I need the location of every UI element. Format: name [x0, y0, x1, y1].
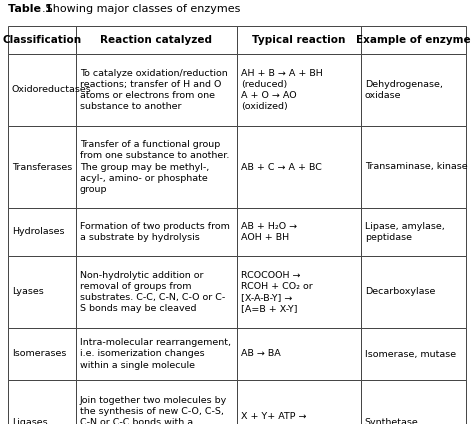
Text: RCOCOOH →
RCOH + CO₂ or
[X-A-B-Y] →
[A=B + X-Y]: RCOCOOH → RCOH + CO₂ or [X-A-B-Y] → [A=B…	[241, 271, 313, 313]
Text: Reaction catalyzed: Reaction catalyzed	[100, 35, 212, 45]
Bar	[76, 380, 237, 424]
Bar	[361, 54, 466, 126]
Bar	[8, 380, 76, 424]
Bar	[76, 256, 237, 328]
Bar	[8, 126, 76, 208]
Text: AB → BA: AB → BA	[241, 349, 281, 359]
Text: Hydrolases: Hydrolases	[12, 228, 64, 237]
Text: X + Y+ ATP →
XY + ADP + Pi: X + Y+ ATP → XY + ADP + Pi	[241, 413, 309, 424]
Text: Decarboxylase: Decarboxylase	[365, 287, 435, 296]
Bar	[8, 328, 76, 380]
Text: AB + H₂O →
AOH + BH: AB + H₂O → AOH + BH	[241, 222, 297, 242]
Text: Table 1: Table 1	[8, 4, 53, 14]
Text: Synthetase: Synthetase	[365, 418, 419, 424]
Bar	[361, 208, 466, 256]
Text: Intra-molecular rearrangement,
i.e. isomerization changes
within a single molecu: Intra-molecular rearrangement, i.e. isom…	[80, 338, 231, 370]
Text: Typical reaction: Typical reaction	[252, 35, 346, 45]
Text: Example of enzyme: Example of enzyme	[356, 35, 471, 45]
Bar	[237, 380, 361, 424]
Text: Dehydrogenase,
oxidase: Dehydrogenase, oxidase	[365, 80, 443, 100]
Bar	[8, 54, 76, 126]
Text: .Showing major classes of enzymes: .Showing major classes of enzymes	[42, 4, 241, 14]
Text: Lipase, amylase,
peptidase: Lipase, amylase, peptidase	[365, 222, 445, 242]
Text: AB + C → A + BC: AB + C → A + BC	[241, 162, 322, 171]
Text: Join together two molecules by
the synthesis of new C-O, C-S,
C-N or C-C bonds w: Join together two molecules by the synth…	[80, 396, 227, 424]
Bar	[237, 126, 361, 208]
Text: To catalyze oxidation/reduction
reactions; transfer of H and O
atoms or electron: To catalyze oxidation/reduction reaction…	[80, 69, 228, 111]
Text: Isomerases: Isomerases	[12, 349, 66, 359]
Text: Transaminase, kinase: Transaminase, kinase	[365, 162, 467, 171]
Text: Ligases: Ligases	[12, 418, 47, 424]
Text: Transferases: Transferases	[12, 162, 72, 171]
Bar	[361, 26, 466, 54]
Bar	[237, 328, 361, 380]
Text: Non-hydrolytic addition or
removal of groups from
substrates. C-C, C-N, C-O or C: Non-hydrolytic addition or removal of gr…	[80, 271, 225, 313]
Bar	[76, 26, 237, 54]
Bar	[361, 126, 466, 208]
Text: Transfer of a functional group
from one substance to another.
The group may be m: Transfer of a functional group from one …	[80, 140, 229, 194]
Text: Isomerase, mutase: Isomerase, mutase	[365, 349, 456, 359]
Bar	[237, 54, 361, 126]
Bar	[361, 380, 466, 424]
Bar	[8, 256, 76, 328]
Bar	[76, 126, 237, 208]
Text: Oxidoreductases: Oxidoreductases	[12, 86, 92, 95]
Text: Classification: Classification	[2, 35, 82, 45]
Bar	[8, 208, 76, 256]
Bar	[237, 256, 361, 328]
Bar	[237, 208, 361, 256]
Text: Formation of two products from
a substrate by hydrolysis: Formation of two products from a substra…	[80, 222, 230, 242]
Bar	[361, 256, 466, 328]
Bar	[361, 328, 466, 380]
Bar	[8, 26, 76, 54]
Bar	[76, 208, 237, 256]
Bar	[237, 26, 361, 54]
Bar	[76, 328, 237, 380]
Text: AH + B → A + BH
(reduced)
A + O → AO
(oxidized): AH + B → A + BH (reduced) A + O → AO (ox…	[241, 69, 323, 111]
Bar	[76, 54, 237, 126]
Text: Lyases: Lyases	[12, 287, 44, 296]
